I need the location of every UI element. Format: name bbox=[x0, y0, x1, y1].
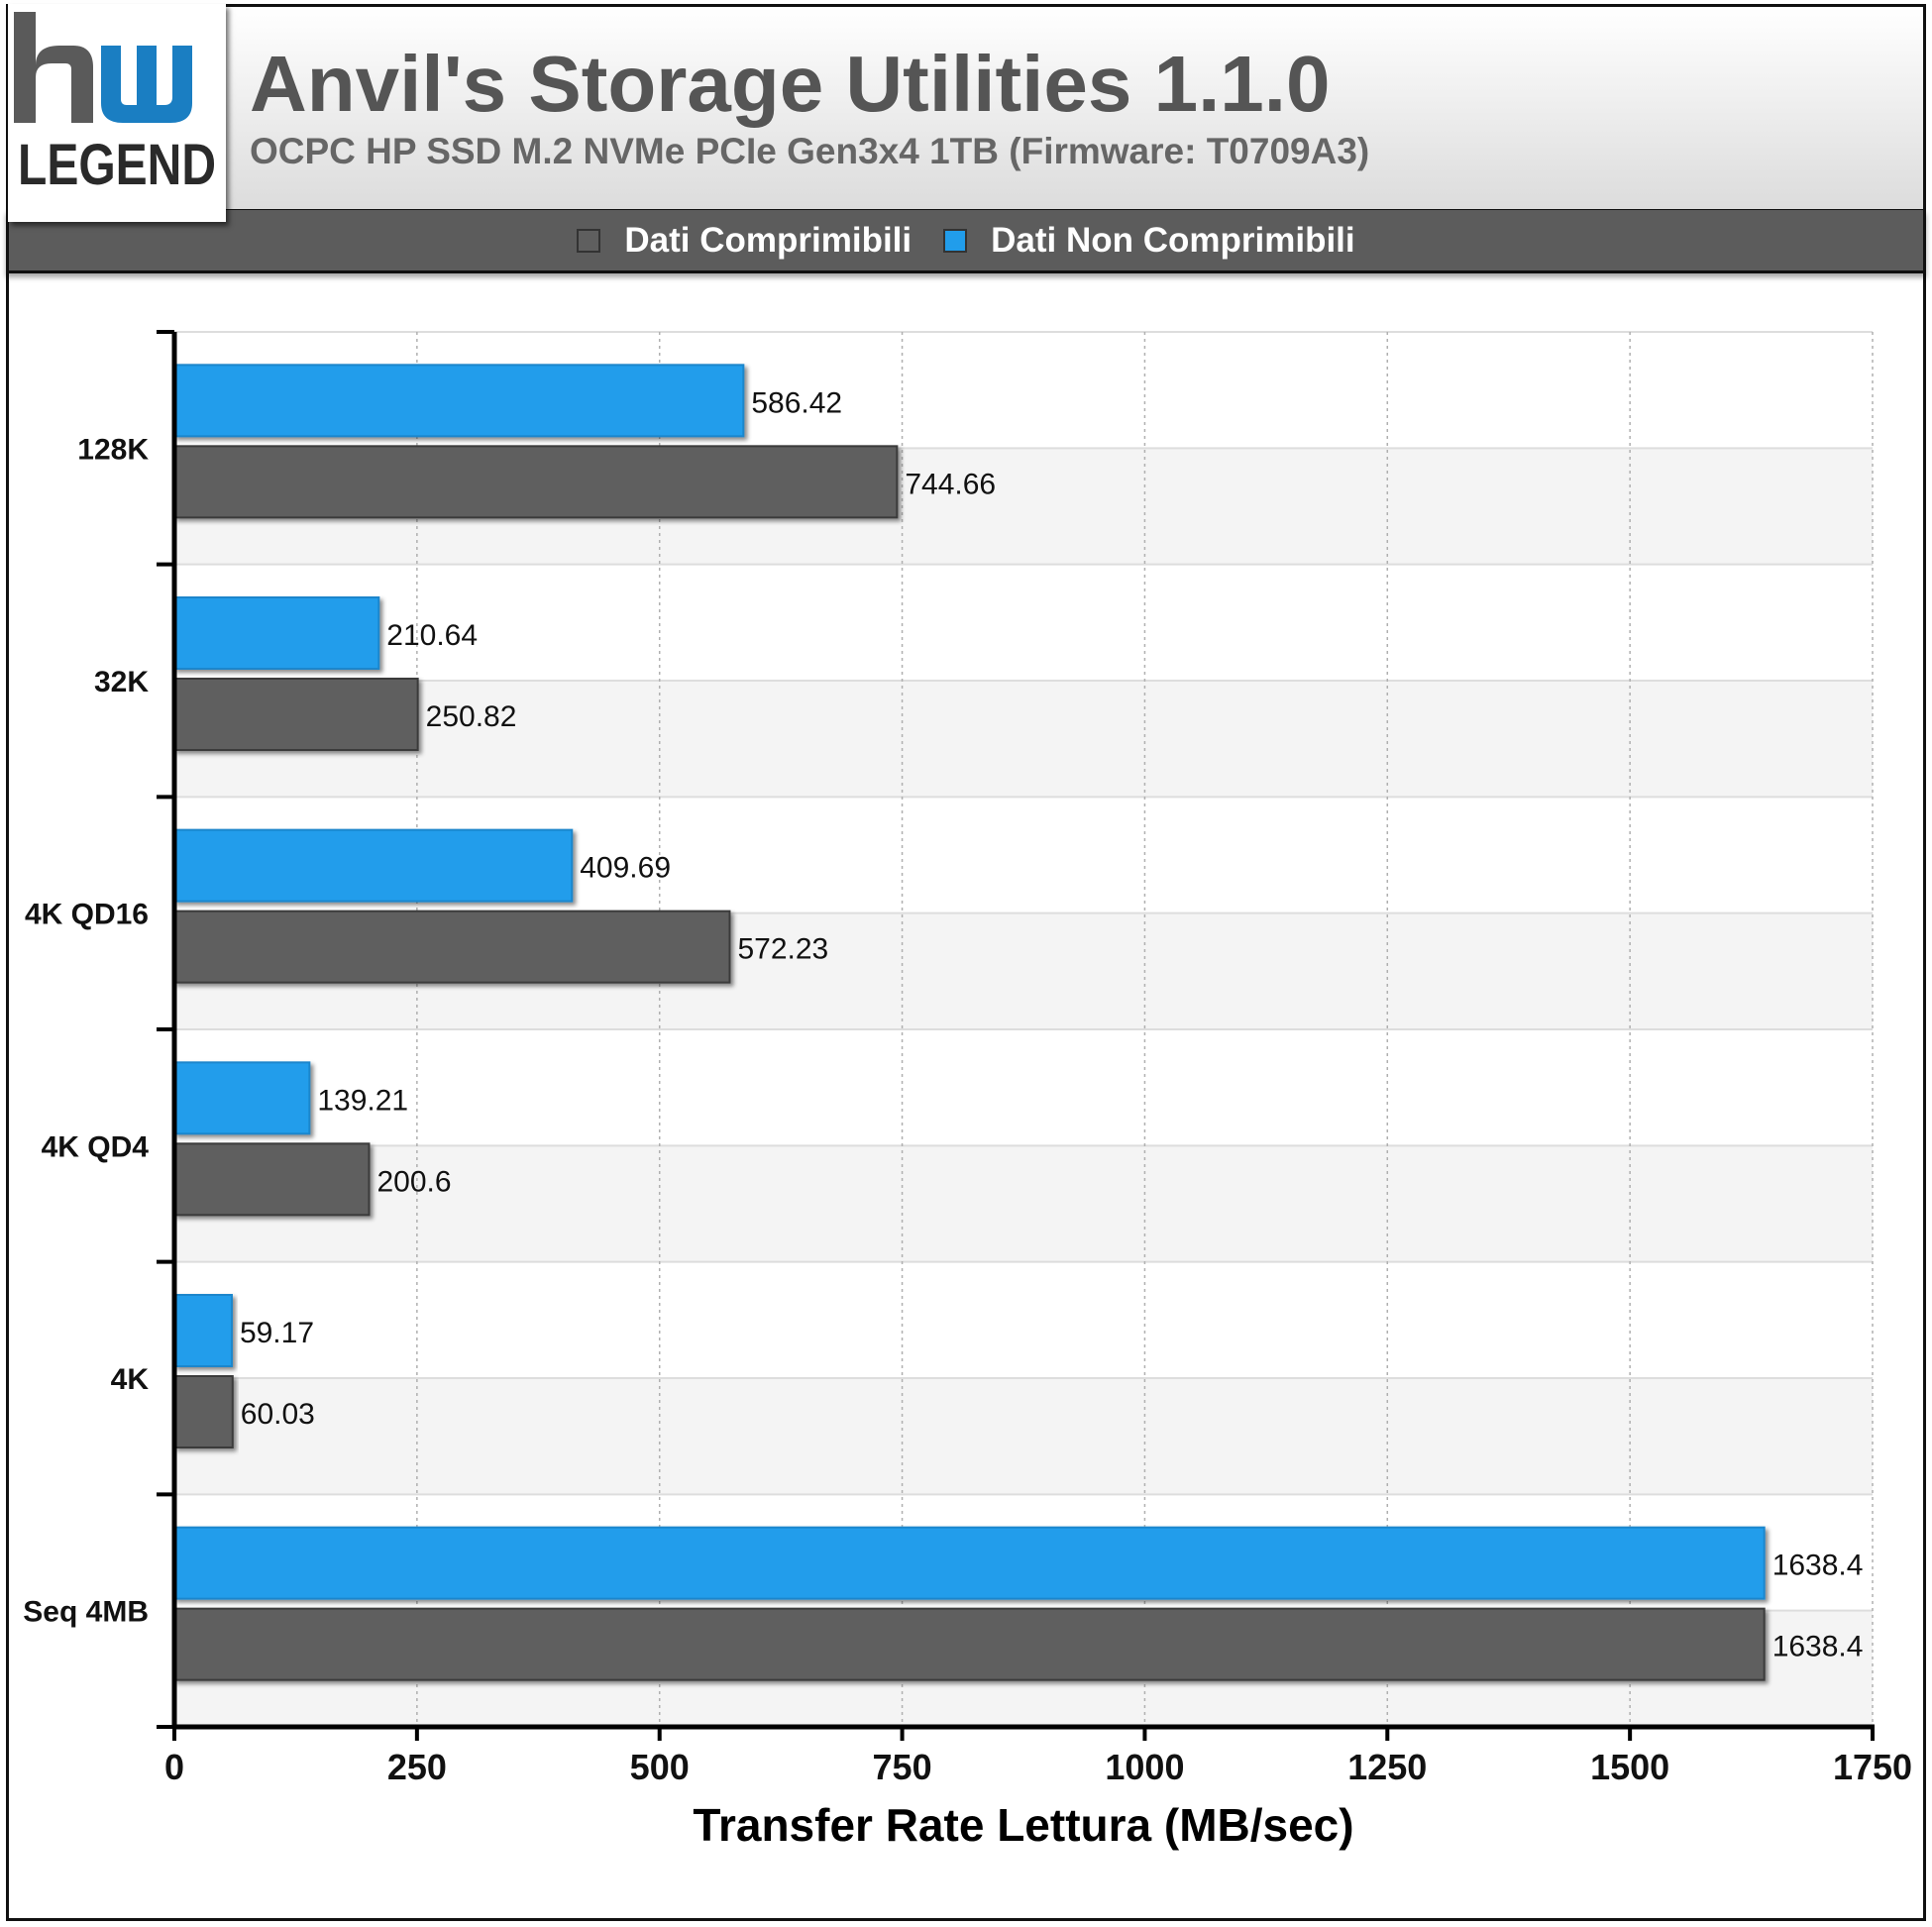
data-label: 409.69 bbox=[580, 852, 671, 885]
x-axis-title: Transfer Rate Lettura (MB/sec) bbox=[693, 1799, 1353, 1851]
data-label: 210.64 bbox=[386, 619, 478, 652]
bar-incompressible bbox=[173, 1061, 311, 1135]
data-label: 572.23 bbox=[737, 933, 828, 966]
x-tick-label: 1750 bbox=[1833, 1747, 1912, 1787]
legend-swatch-blue bbox=[943, 228, 968, 253]
data-label: 250.82 bbox=[426, 700, 517, 733]
chart-legend: Dati Comprimibili Dati Non Comprimibili bbox=[6, 210, 1926, 273]
x-tick-label: 0 bbox=[164, 1747, 184, 1787]
category-label: 4K QD4 bbox=[42, 1130, 150, 1163]
data-label: 59.17 bbox=[240, 1317, 314, 1349]
chart-title: Anvil's Storage Utilities 1.1.0 bbox=[250, 40, 1331, 128]
legend-label: Dati Comprimibili bbox=[624, 220, 912, 260]
bar-compressible bbox=[173, 445, 899, 519]
category-band bbox=[174, 1145, 1873, 1262]
data-label: 60.03 bbox=[241, 1398, 315, 1431]
chart-header: Anvil's Storage Utilities 1.1.0 OCPC HP … bbox=[6, 4, 1926, 212]
hwlegend-logo: LEGEND bbox=[8, 4, 226, 222]
legend-swatch-gray bbox=[577, 228, 601, 253]
legend-item-incompressible: Dati Non Comprimibili bbox=[943, 221, 1355, 261]
bar-compressible bbox=[173, 1142, 371, 1217]
chart-subtitle: OCPC HP SSD M.2 NVMe PCIe Gen3x4 1TB (Fi… bbox=[250, 131, 1370, 171]
legend-label: Dati Non Comprimibili bbox=[991, 220, 1355, 260]
x-tick-label: 1000 bbox=[1105, 1747, 1184, 1787]
data-label: 1638.4 bbox=[1772, 1550, 1864, 1582]
bar-compressible bbox=[173, 910, 731, 984]
bar-compressible bbox=[173, 1375, 234, 1448]
category-band bbox=[174, 1378, 1873, 1495]
data-label: 139.21 bbox=[317, 1084, 408, 1117]
data-label: 586.42 bbox=[751, 386, 842, 419]
logo-text: LEGEND bbox=[18, 133, 216, 192]
category-label: Seq 4MB bbox=[23, 1596, 149, 1629]
data-label: 744.66 bbox=[905, 468, 996, 500]
x-tick-label: 1250 bbox=[1347, 1747, 1427, 1787]
logo-mark bbox=[14, 12, 192, 123]
category-label: 4K QD16 bbox=[25, 899, 149, 931]
bar-compressible bbox=[173, 678, 419, 751]
x-tick-label: 1500 bbox=[1590, 1747, 1669, 1787]
data-label: 200.6 bbox=[376, 1165, 451, 1198]
category-band bbox=[174, 681, 1873, 798]
bar-incompressible bbox=[173, 1294, 233, 1367]
x-tick-label: 250 bbox=[387, 1747, 447, 1787]
bar-incompressible bbox=[173, 596, 380, 670]
legend-item-compressible: Dati Comprimibili bbox=[577, 221, 912, 261]
bar-compressible bbox=[173, 1607, 1766, 1681]
category-label: 128K bbox=[77, 433, 149, 466]
category-label: 32K bbox=[94, 666, 149, 698]
bar-incompressible bbox=[173, 1526, 1766, 1600]
category-label: 4K bbox=[111, 1363, 150, 1396]
bar-incompressible bbox=[173, 828, 574, 903]
bar-incompressible bbox=[173, 364, 745, 438]
x-tick-label: 500 bbox=[630, 1747, 690, 1787]
x-tick-label: 750 bbox=[873, 1747, 932, 1787]
data-label: 1638.4 bbox=[1772, 1631, 1864, 1663]
